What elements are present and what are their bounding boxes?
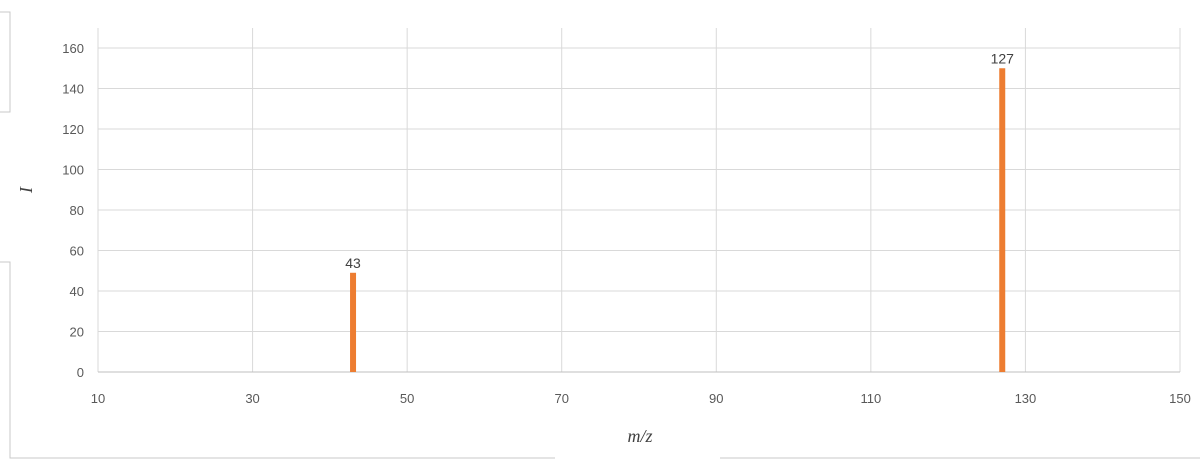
bars (350, 68, 1006, 372)
y-tick-label: 20 (70, 325, 84, 340)
y-axis-title: I (16, 186, 36, 194)
spectrum-bar (350, 272, 357, 372)
bar-value-label: 43 (345, 255, 361, 271)
y-tick-label: 120 (62, 122, 84, 137)
y-tick-label: 100 (62, 163, 84, 178)
x-tick-label: 150 (1169, 391, 1191, 406)
y-gridlines (98, 47, 1180, 332)
x-tick-label: 110 (860, 391, 881, 406)
y-tick-label: 40 (70, 284, 84, 299)
y-tick-label: 160 (62, 41, 84, 56)
data-labels: 43 127 (345, 50, 1014, 271)
spectrum-bar (999, 68, 1006, 372)
y-tick-label: 140 (62, 82, 84, 97)
x-axis-title: m/z (627, 426, 652, 446)
x-tick-label: 50 (400, 391, 414, 406)
x-tick-label: 10 (91, 391, 105, 406)
x-tick-label: 90 (709, 391, 723, 406)
y-tick-label: 0 (77, 365, 84, 380)
x-gridlines (97, 28, 1181, 372)
chart-frame (0, 11, 1200, 459)
y-tick-label: 80 (70, 203, 84, 218)
x-tick-label: 30 (245, 391, 259, 406)
x-tick-label: 70 (554, 391, 568, 406)
x-tick-label: 130 (1015, 391, 1037, 406)
bar-value-label: 127 (991, 50, 1015, 66)
x-tick-labels: 10 30 50 70 90 110 130 150 (91, 391, 1191, 406)
y-tick-label: 60 (70, 244, 84, 259)
y-tick-labels: 0 20 40 60 80 100 120 140 160 (62, 41, 84, 380)
